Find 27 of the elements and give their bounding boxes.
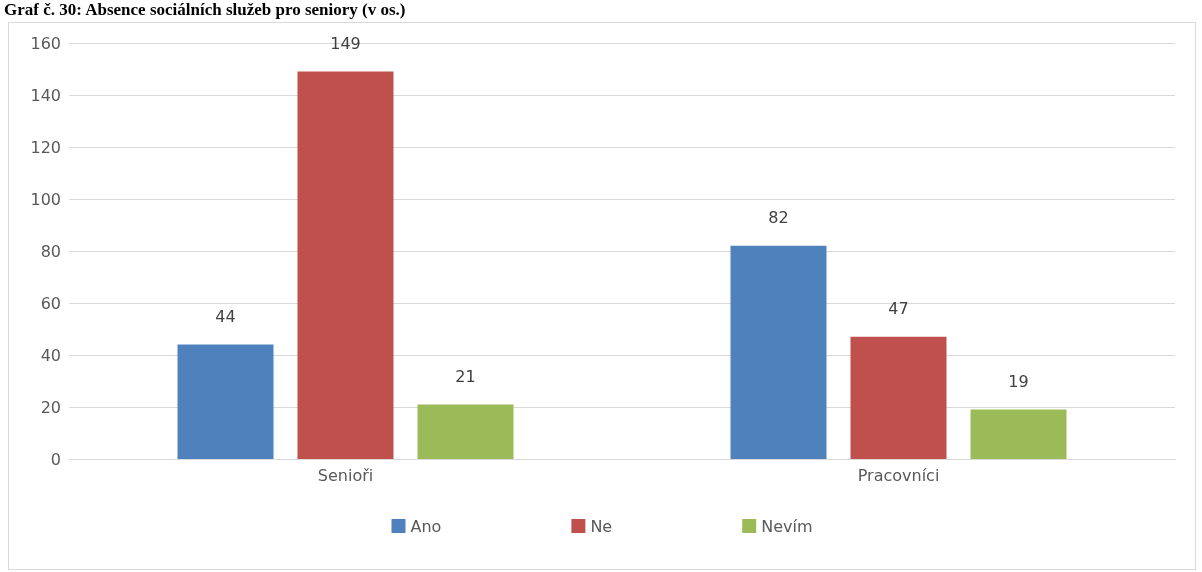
bar bbox=[417, 404, 514, 459]
data-label: 19 bbox=[1008, 372, 1029, 392]
x-tick-label: Pracovníci bbox=[857, 465, 940, 485]
bar bbox=[177, 344, 274, 459]
data-label: 47 bbox=[888, 299, 909, 319]
y-tick-label: 40 bbox=[40, 345, 61, 365]
y-tick-label: 20 bbox=[40, 397, 61, 417]
bar bbox=[850, 336, 947, 459]
y-tick-label: 120 bbox=[30, 137, 61, 157]
data-label: 149 bbox=[330, 34, 361, 54]
legend-label: Ano bbox=[410, 516, 442, 536]
y-tick-label: 160 bbox=[30, 33, 61, 53]
bar bbox=[970, 409, 1067, 459]
data-label: 21 bbox=[455, 366, 476, 386]
chart-title: Graf č. 30: Absence sociálních služeb pro seniory (v os.) bbox=[4, 0, 406, 20]
legend-label: Ne bbox=[590, 516, 613, 536]
y-tick-label: 80 bbox=[40, 241, 61, 261]
y-tick-label: 60 bbox=[40, 293, 61, 313]
legend-label: Nevím bbox=[761, 516, 813, 536]
data-label: 82 bbox=[768, 208, 789, 228]
y-tick-label: 100 bbox=[30, 189, 61, 209]
y-tick-label: 140 bbox=[30, 85, 61, 105]
bar bbox=[730, 245, 827, 459]
x-tick-label: Senioři bbox=[317, 465, 374, 485]
data-label: 44 bbox=[215, 307, 236, 327]
y-tick-label: 0 bbox=[50, 449, 61, 469]
bar bbox=[297, 71, 394, 459]
